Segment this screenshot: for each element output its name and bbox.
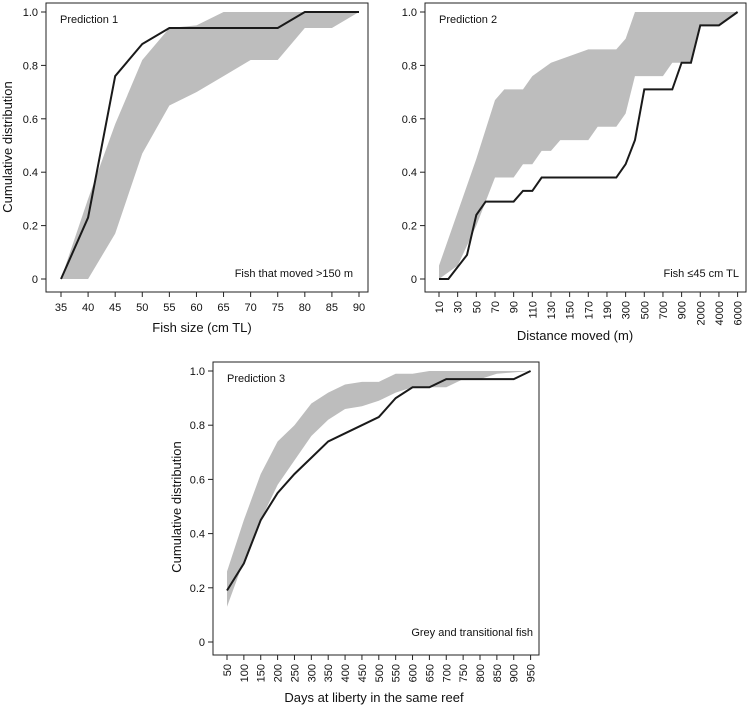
panel-2-frame (424, 2, 747, 293)
panel-3-x-tick-label: 350 (323, 664, 335, 682)
panel-1-x-tick-label: 50 (136, 302, 148, 314)
panel-2-y-tick-label: 0.8 (402, 60, 417, 72)
panel-1-x-tick-label: 45 (109, 302, 121, 314)
panel-3-envelope (227, 371, 531, 607)
panel-3-x-tick-label: 800 (475, 664, 487, 682)
panel-1-y-tick-label: 0.2 (23, 221, 38, 233)
panel-1-x-tick-label: 80 (299, 302, 311, 314)
panel-2-x-tick-label: 2000 (695, 301, 707, 325)
panel-3-y-tick-label: 1.0 (190, 366, 205, 378)
panel-3-x-tick-label: 950 (526, 664, 538, 682)
panel-1-x-tick-label: 55 (163, 302, 175, 314)
panel-3-x-tick-label: 100 (239, 664, 251, 682)
panel-2-x-tick-label: 300 (621, 301, 633, 319)
panel-3-x-tick-label: 850 (492, 664, 504, 682)
panel-3-x-tick-label: 600 (408, 664, 420, 682)
panel-3-x-tick-label: 750 (458, 664, 470, 682)
panel-3-y-tick-label: 0.6 (190, 474, 205, 486)
panel-2-y-tick-label: 1.0 (402, 7, 417, 19)
panel-2-x-tick-label: 130 (546, 301, 558, 319)
panel-2-y-tick-label: 0.6 (402, 114, 417, 126)
panel-3-x-tick-label: 50 (222, 664, 234, 676)
panel-1-y-tick-label: 0.4 (23, 167, 38, 179)
panel-2-y-tick-label: 0.2 (402, 221, 417, 233)
panel-3-y-tick-label: 0 (199, 637, 205, 649)
panel-1-x-tick-label: 60 (190, 302, 202, 314)
panel-3-y-tick-label: 0.8 (190, 420, 205, 432)
panel-2-envelope (439, 12, 738, 279)
panel-2-x-axis-label: Distance moved (m) (517, 328, 633, 343)
panel-1-title: Prediction 1 (60, 14, 118, 26)
panel-2-x-tick-label: 70 (490, 301, 502, 313)
panel-3-x-tick-label: 200 (273, 664, 285, 682)
panel-2-x-tick-label: 150 (565, 301, 577, 319)
panel-3-frame (212, 361, 540, 656)
panel-3-x-tick-label: 450 (357, 664, 369, 682)
panel-2-x-tick-label: 110 (527, 301, 539, 319)
panel-1-x-tick-label: 70 (245, 302, 257, 314)
panel-1-x-tick-label: 75 (272, 302, 284, 314)
panel-3-x-tick-label: 650 (424, 664, 436, 682)
panel-2-x-tick-label: 900 (677, 301, 689, 319)
panel-2-x-tick-label: 700 (658, 301, 670, 319)
panel-3-x-tick-label: 250 (289, 664, 301, 682)
panel-2-y-tick-label: 0.4 (402, 167, 417, 179)
panel-3-x-tick-label: 500 (374, 664, 386, 682)
panel-1-y-tick-label: 0 (32, 274, 38, 286)
panel-3-annotation: Grey and transitional fish (411, 627, 533, 639)
panel-1-x-tick-label: 40 (82, 302, 94, 314)
panel-2-annotation: Fish ≤45 cm TL (663, 268, 739, 280)
panel-3-observed-line (226, 370, 532, 592)
panel-1-y-tick-label: 0.8 (23, 60, 38, 72)
panel-1-x-tick-label: 65 (217, 302, 229, 314)
panel-3-x-tick-label: 300 (306, 664, 318, 682)
panel-3-x-tick-label: 700 (441, 664, 453, 682)
panel-1-annotation: Fish that moved >150 m (235, 268, 353, 280)
panel-3-x-tick-label: 550 (391, 664, 403, 682)
panel-2-x-tick-label: 6000 (733, 301, 745, 325)
panel-2-x-tick-label: 50 (471, 301, 483, 313)
panel-1-observed-line (60, 11, 359, 280)
panel-1-y-tick-label: 0.6 (23, 114, 38, 126)
panel-1-frame (45, 2, 369, 293)
panel-2-y-tick-label: 0 (411, 274, 417, 286)
panel-1-x-tick-label: 35 (55, 302, 67, 314)
panel-2-x-tick-label: 30 (453, 301, 465, 313)
panel-1-envelope (61, 12, 359, 279)
panel-1-x-tick-label: 85 (326, 302, 338, 314)
panel-2-x-tick-label: 500 (639, 301, 651, 319)
panel-3-y-axis-label: Cumulative distribution (169, 441, 184, 573)
panel-2-observed-line (439, 11, 739, 280)
panel-1-x-tick-label: 90 (353, 302, 365, 314)
panel-2-x-tick-label: 10 (434, 301, 446, 313)
panel-2-x-tick-label: 4000 (714, 301, 726, 325)
panel-2-x-tick-label: 90 (509, 301, 521, 313)
panel-3-x-tick-label: 900 (509, 664, 521, 682)
panel-3-x-axis-label: Days at liberty in the same reef (284, 690, 464, 705)
panel-3-title: Prediction 3 (227, 373, 285, 385)
panel-2-x-tick-label: 190 (602, 301, 614, 319)
panel-1-y-axis-label: Cumulative distribution (0, 81, 15, 213)
panel-2-x-tick-label: 170 (583, 301, 595, 319)
panel-3-x-tick-label: 400 (340, 664, 352, 682)
panel-1-x-axis-label: Fish size (cm TL) (152, 320, 251, 335)
panel-2-title: Prediction 2 (439, 14, 497, 26)
panel-3-y-tick-label: 0.4 (190, 529, 205, 541)
panel-1-y-tick-label: 1.0 (23, 7, 38, 19)
panel-3-x-tick-label: 150 (256, 664, 268, 682)
panel-3-y-tick-label: 0.2 (190, 583, 205, 595)
